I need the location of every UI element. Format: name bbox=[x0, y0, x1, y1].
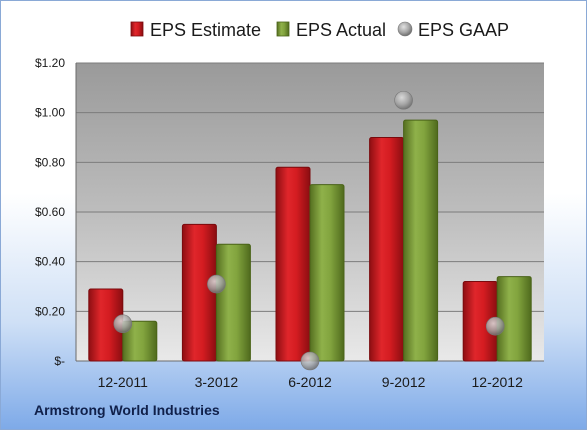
legend-label: EPS Actual bbox=[296, 20, 386, 40]
legend: EPS Estimate EPS Actual EPS GAAP bbox=[130, 20, 509, 40]
legend-label: EPS GAAP bbox=[418, 20, 509, 40]
eps-estimate-bar bbox=[181, 223, 217, 362]
eps-gaap-marker bbox=[394, 90, 413, 110]
eps-gaap-marker bbox=[113, 314, 133, 334]
bars bbox=[88, 90, 532, 371]
x-tick-label: 9-2012 bbox=[382, 374, 426, 390]
legend-swatch bbox=[276, 21, 290, 37]
eps-actual-bar bbox=[215, 243, 251, 362]
eps-actual-bar bbox=[403, 119, 439, 362]
x-tick-label: 6-2012 bbox=[288, 374, 332, 390]
y-tick-label: $0.40 bbox=[35, 255, 65, 269]
eps-actual-bar bbox=[122, 320, 158, 362]
legend-swatch bbox=[397, 21, 413, 37]
y-tick-label: $0.60 bbox=[35, 205, 65, 219]
eps-actual-bar bbox=[309, 184, 345, 362]
y-tick-label: $1.20 bbox=[35, 56, 65, 70]
y-tick-label: $0.80 bbox=[35, 155, 65, 169]
y-tick-label: $0.20 bbox=[35, 304, 65, 318]
x-axis-ticks: 12-2011 3-2012 6-2012 9-2012 12-2012 bbox=[98, 374, 523, 390]
company-name: Armstrong World Industries bbox=[34, 402, 220, 418]
legend-swatch bbox=[130, 21, 144, 37]
legend-label: EPS Estimate bbox=[150, 20, 261, 40]
y-tick-label: $- bbox=[54, 354, 65, 368]
x-tick-label: 12-2011 bbox=[98, 374, 149, 390]
y-tick-label: $1.00 bbox=[35, 106, 65, 120]
x-tick-label: 3-2012 bbox=[195, 374, 239, 390]
eps-gaap-marker bbox=[207, 274, 226, 294]
eps-gaap-marker bbox=[300, 351, 320, 371]
eps-estimate-bar bbox=[275, 166, 311, 362]
y-axis-ticks: $- $0.20 $0.40 $0.60 $0.80 $1.00 $1.20 bbox=[35, 56, 65, 368]
eps-gaap-marker bbox=[485, 316, 505, 336]
x-tick-label: 12-2012 bbox=[472, 374, 524, 390]
eps-actual-bar bbox=[496, 276, 532, 362]
eps-estimate-bar bbox=[369, 137, 405, 362]
